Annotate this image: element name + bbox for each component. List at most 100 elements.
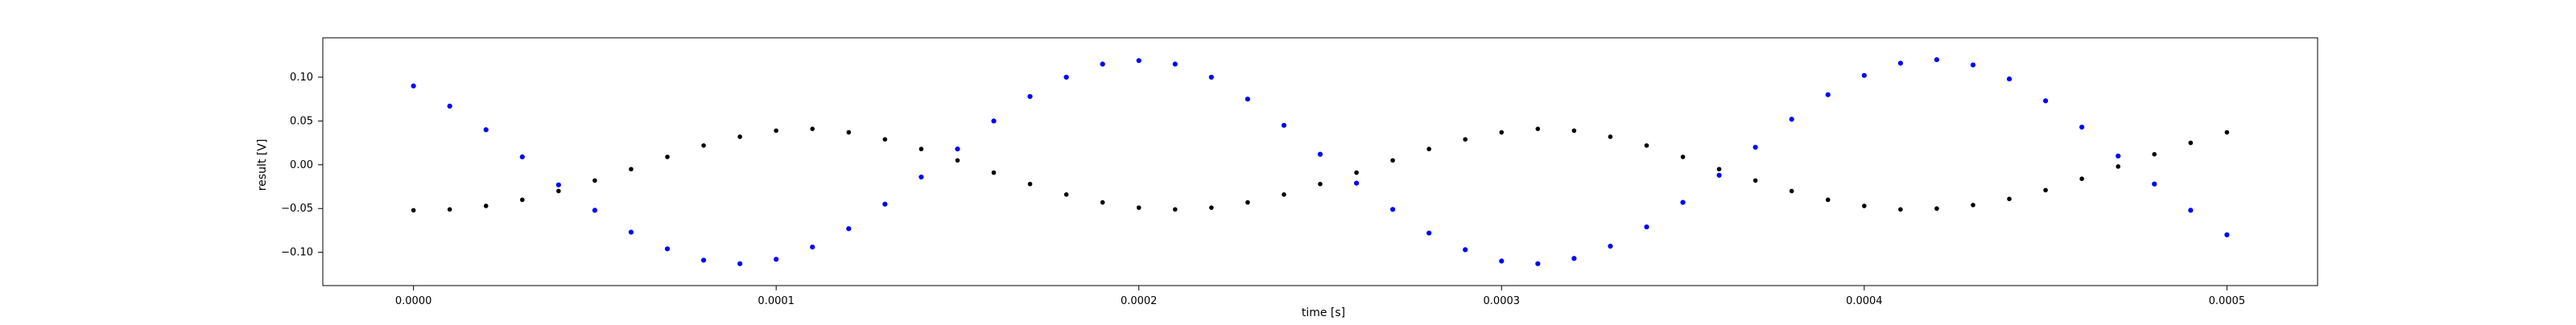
y-axis: 0.10 0.05 0.00 −0.05 −0.10 — [281, 72, 323, 259]
data-point — [1426, 146, 1431, 152]
data-point — [1209, 205, 1214, 210]
data-point — [1862, 204, 1867, 208]
y-axis-tick-label: −0.10 — [281, 247, 313, 259]
data-point — [1208, 74, 1214, 80]
data-point — [1063, 74, 1069, 80]
x-axis-tick-label: 0.0000 — [395, 295, 432, 307]
data-point — [2152, 181, 2157, 187]
x-axis-tick-label: 0.0003 — [1484, 295, 1521, 307]
data-point — [810, 126, 815, 131]
data-point — [919, 174, 924, 180]
data-point — [555, 182, 561, 187]
data-point — [882, 201, 888, 207]
data-point — [1390, 158, 1395, 163]
data-point — [991, 170, 997, 175]
y-axis-tick-label: −0.05 — [281, 203, 313, 215]
data-point — [1063, 192, 1069, 197]
data-point — [810, 245, 815, 250]
data-point — [2043, 187, 2048, 193]
data-point — [483, 204, 489, 208]
data-point — [1463, 137, 1468, 142]
data-point — [846, 226, 852, 232]
data-point — [1571, 128, 1577, 134]
data-point — [2007, 196, 2012, 202]
data-point — [1716, 172, 1722, 178]
data-point — [2079, 124, 2085, 130]
data-point — [774, 128, 778, 134]
data-point — [1318, 181, 1323, 187]
plot-area — [322, 37, 2318, 286]
data-point — [1245, 200, 1250, 205]
data-point — [1644, 143, 1649, 148]
data-point — [628, 229, 634, 235]
data-point — [1608, 243, 1613, 249]
x-axis-label: time [s] — [1302, 306, 1345, 319]
data-point — [700, 257, 707, 263]
y-axis-tick-label: 0.10 — [290, 72, 313, 84]
data-point — [2042, 98, 2049, 104]
data-point — [737, 134, 742, 139]
data-point — [1027, 93, 1033, 100]
data-point — [2006, 76, 2013, 82]
data-point — [1172, 61, 1178, 67]
data-point — [919, 146, 924, 152]
data-point — [1825, 92, 1831, 97]
data-point — [1571, 256, 1577, 261]
data-point — [1535, 126, 1541, 131]
data-point — [1898, 207, 1903, 212]
data-point — [483, 127, 489, 133]
data-point — [447, 207, 452, 212]
data-point — [991, 118, 997, 124]
data-point — [2079, 176, 2084, 182]
data-point — [2116, 153, 2121, 159]
y-axis-tick-label: 0.00 — [290, 159, 313, 171]
data-point — [664, 246, 671, 252]
data-point — [411, 208, 416, 213]
data-point — [1970, 62, 1976, 68]
data-point — [846, 130, 852, 135]
data-point — [556, 188, 561, 194]
data-point — [1100, 200, 1105, 205]
data-point — [1499, 258, 1505, 264]
plot-frame — [322, 37, 2318, 286]
data-point — [1463, 247, 1468, 253]
data-point — [1789, 188, 1794, 194]
data-point — [1752, 144, 1758, 150]
data-point — [1934, 206, 1939, 212]
data-point — [1317, 151, 1323, 157]
data-series — [411, 126, 2230, 213]
y-axis-label: result [V] — [256, 139, 269, 191]
data-point — [955, 158, 960, 163]
data-point — [882, 137, 888, 142]
data-point — [2152, 151, 2157, 157]
data-point — [1861, 72, 1867, 78]
data-point — [774, 257, 779, 262]
data-point — [2224, 232, 2230, 237]
data-point — [1789, 117, 1794, 122]
data-point — [1825, 197, 1831, 203]
data-point — [592, 208, 598, 213]
data-point — [1535, 261, 1541, 266]
data-point — [665, 154, 670, 159]
data-point — [1353, 180, 1360, 186]
data-point — [701, 143, 706, 148]
y-axis-tick-label: 0.05 — [290, 115, 313, 127]
data-point — [447, 103, 452, 109]
data-point — [629, 167, 634, 172]
data-point — [1644, 224, 1649, 230]
data-point — [1897, 60, 1903, 66]
data-point — [955, 146, 960, 152]
data-point — [2224, 130, 2230, 135]
x-axis: 0.0000 0.0001 0.0002 0.0003 0.0004 0.0005 — [395, 286, 2245, 307]
x-axis-tick-label: 0.0005 — [2209, 295, 2246, 307]
data-point — [1027, 181, 1033, 187]
data-point — [1282, 192, 1286, 197]
x-axis-tick-label: 0.0004 — [1846, 295, 1883, 307]
data-point — [1390, 207, 1396, 212]
data-point — [2188, 140, 2194, 146]
data-point — [520, 197, 525, 203]
data-point — [2116, 164, 2120, 169]
data-point — [1136, 205, 1141, 210]
